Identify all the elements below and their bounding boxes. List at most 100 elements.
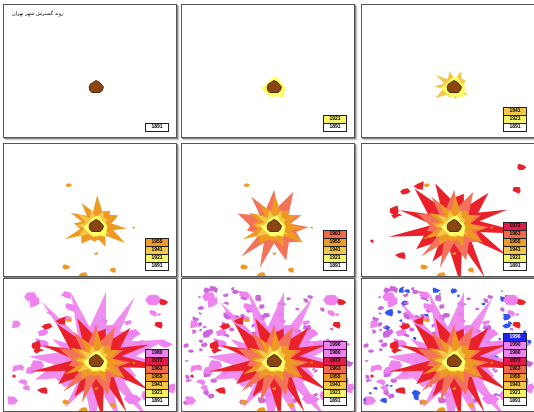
map-legend: 1996 1990 1980 1972 1963 1955 1941 1921 1891 [503,333,527,406]
legend-entry-1955: 1955 [146,239,168,247]
urban-area-1990 [192,316,200,322]
urban-area-1990 [202,325,207,329]
urban-area-1955 [467,402,474,408]
urban-area-1990 [390,378,398,383]
urban-area-1980 [323,294,341,306]
urban-area-1990 [383,329,394,336]
urban-area-1980 [202,292,215,302]
urban-area-1990 [363,343,369,348]
urban-area-1972 [512,187,521,194]
urban-area-1990 [483,324,486,328]
urban-area-1972 [36,387,48,394]
urban-area-1972 [517,298,527,306]
map-panel-5: 1963 1955 1941 1921 1891 [181,143,355,277]
urban-area-1980 [507,310,516,317]
urban-area-1990 [187,349,195,353]
urban-area-1980 [481,393,500,405]
urban-area-1990 [402,301,409,306]
urban-area-1990 [509,327,514,331]
urban-area-1891 [88,80,104,93]
urban-area-1990 [482,324,492,332]
urban-area-1891 [88,219,104,232]
urban-area-1990 [210,378,218,383]
map-panel-7: 1980 1972 1963 1955 1941 1921 1891 [3,278,177,412]
legend-entry-1921: 1921 [504,390,526,398]
urban-area-1955 [243,318,250,323]
urban-area-1990 [466,297,472,301]
map-legend: 1980 1972 1963 1955 1941 1921 1891 [145,349,169,406]
urban-area-1955 [65,318,72,323]
urban-area-1955 [310,226,313,229]
urban-area-1996 [373,386,378,390]
map-canvas [370,163,529,276]
legend-entry-1941: 1941 [324,382,346,390]
urban-area-1996 [432,287,441,293]
urban-area-1980 [380,385,388,391]
urban-area-1990 [389,285,399,294]
legend-entry-1921: 1921 [504,116,526,124]
urban-area-1980 [481,320,490,326]
urban-area-1980 [190,365,201,373]
urban-area-1990 [383,287,393,294]
urban-area-1972 [413,316,424,325]
urban-area-1891 [446,354,462,367]
urban-area-1990 [223,333,230,338]
urban-area-1972 [400,188,411,195]
urban-area-1972 [332,322,341,329]
map-legend: 1891 [145,123,169,132]
urban-area-1996 [397,310,402,314]
urban-area-1990 [197,322,203,327]
legend-entry-1921: 1921 [146,390,168,398]
urban-area-1996 [522,330,527,334]
urban-area-1955 [65,183,72,188]
map-canvas [362,285,534,411]
legend-entry-1972: 1972 [146,358,168,366]
urban-area-1972 [190,374,194,378]
urban-area-1972 [391,213,403,219]
urban-area-1980 [334,312,340,316]
urban-area-1972 [211,348,223,354]
urban-area-1990 [380,342,388,347]
urban-area-1990 [239,291,242,294]
urban-area-1996 [403,289,410,294]
legend-entry-1990: 1990 [504,342,526,350]
legend-entry-1891: 1891 [146,263,168,270]
legend-entry-1955: 1955 [324,374,346,382]
urban-area-1996 [527,339,532,344]
urban-area-1990 [320,307,325,312]
urban-area-1990 [429,385,433,388]
urban-area-1980 [224,311,231,316]
legend-entry-1891: 1891 [146,124,168,131]
urban-area-1972 [389,340,399,351]
urban-area-1972 [12,374,16,378]
urban-area-1972 [154,322,163,329]
urban-area-1955 [490,361,493,364]
urban-area-1955 [271,251,276,255]
urban-area-1891 [266,219,282,232]
map-canvas [237,183,313,276]
urban-area-1990 [203,329,214,336]
urban-area-1990 [419,291,422,294]
urban-area-1990 [311,368,316,371]
urban-area-1980 [65,303,77,312]
urban-area-1955 [243,183,250,188]
urban-area-1980 [145,294,163,306]
urban-area-1972 [159,298,169,306]
urban-area-1980 [158,339,173,348]
map-panel-9: 1996 1990 1980 1972 1963 1955 1941 1921 1891 [361,278,534,412]
urban-area-1980 [423,303,435,312]
urban-area-1990 [383,390,389,396]
urban-area-1980 [370,320,379,329]
legend-entry-1963: 1963 [504,231,526,239]
urban-area-1980 [327,310,336,317]
legend-entry-1963: 1963 [146,366,168,374]
urban-area-1990 [377,305,385,310]
urban-area-1980 [525,383,534,394]
legend-entry-1955: 1955 [146,374,168,382]
urban-area-1990 [364,360,369,362]
urban-area-1972 [394,387,406,394]
urban-area-1996 [426,299,429,302]
map-canvas [88,80,104,93]
urban-area-1990 [329,327,334,331]
